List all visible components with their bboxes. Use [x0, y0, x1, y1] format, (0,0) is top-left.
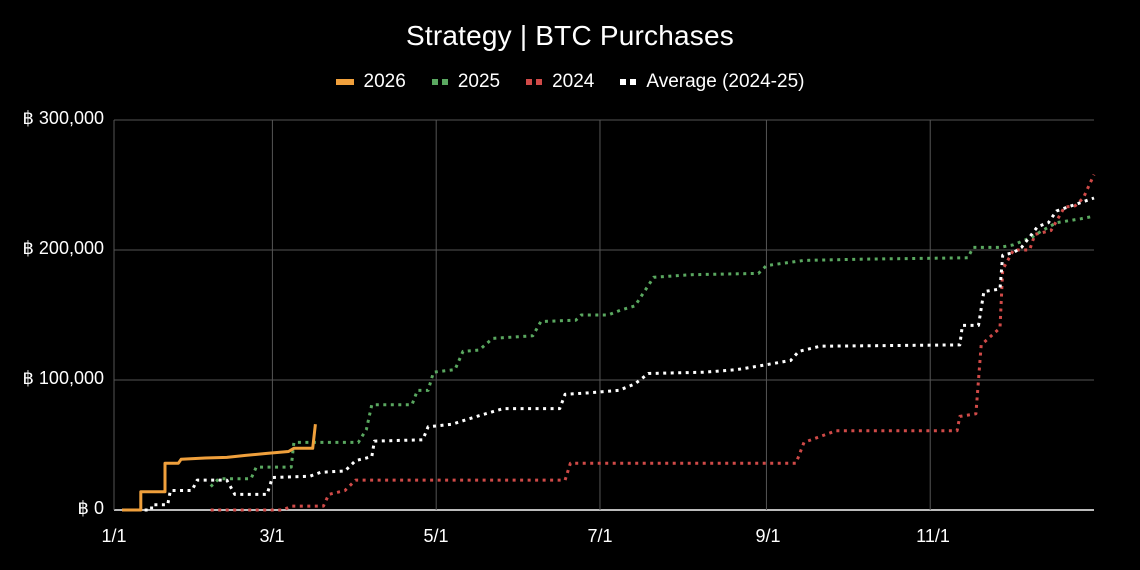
- legend-label: Average (2024-25): [646, 71, 805, 92]
- x-tick-jul: 7/1: [587, 526, 613, 546]
- legend-item-average: Average (2024-25): [620, 71, 804, 93]
- legend-label: 2025: [457, 71, 501, 92]
- y-tick-200000: ฿ 200,000: [22, 238, 104, 258]
- x-tick-nov: 11/1: [916, 526, 950, 546]
- series-2024: [210, 173, 1096, 512]
- y-tick-300000: ฿ 300,000: [22, 108, 104, 128]
- legend-swatch-2025: [431, 79, 448, 85]
- legend: 2026 2025 2024 Average (2024-25): [0, 71, 1140, 93]
- gridlines: [113, 119, 1094, 511]
- legend-swatch-2024: [526, 79, 543, 85]
- x-tick-jan: 1/1: [101, 526, 127, 546]
- y-tick-0: ฿ 0: [77, 498, 104, 518]
- legend-swatch-average: [620, 79, 637, 85]
- chart-title: Strategy | BTC Purchases: [406, 20, 734, 51]
- series-average-2024-25-: [122, 196, 1095, 512]
- series-2026: [122, 424, 317, 512]
- legend-label: 2026: [363, 71, 406, 92]
- series-2025: [209, 214, 1095, 488]
- legend-item-2025: 2025: [431, 71, 501, 93]
- legend-item-2024: 2024: [526, 71, 594, 93]
- legend-item-2026: 2026: [335, 71, 406, 93]
- legend-swatch-2026: [335, 79, 354, 85]
- series-lines: [122, 173, 1096, 512]
- x-tick-mar: 3/1: [259, 526, 285, 546]
- x-tick-sep: 9/1: [755, 526, 781, 546]
- x-tick-may: 5/1: [423, 526, 449, 546]
- y-tick-100000: ฿ 100,000: [22, 368, 104, 388]
- legend-label: 2024: [552, 71, 595, 92]
